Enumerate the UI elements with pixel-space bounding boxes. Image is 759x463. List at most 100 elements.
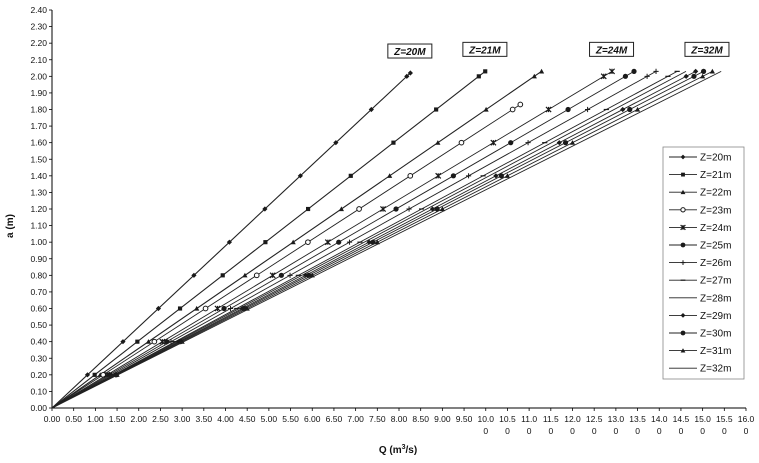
y-tick-label: 1.90 [30, 88, 47, 98]
x-tick-label: 12.5 [586, 414, 603, 424]
callout-box [684, 41, 730, 57]
point-marker [194, 305, 200, 311]
point-marker [680, 260, 686, 265]
point-marker [435, 172, 442, 179]
x-tick-label-cont: 0 [635, 426, 640, 436]
series-line [51, 70, 657, 409]
point-marker [504, 173, 511, 178]
x-axis-title-sup: 3 [402, 444, 406, 451]
point-marker [700, 73, 706, 79]
x-tick-label: 14.5 [673, 414, 690, 424]
point-marker [227, 305, 234, 312]
x-tick-label: 3.00 [174, 414, 191, 424]
y-tick-label: 0.40 [30, 337, 47, 347]
series-line [51, 70, 635, 409]
point-marker [545, 106, 552, 113]
legend-item: Z=26m [669, 258, 731, 269]
point-marker [191, 272, 197, 278]
y-tick-label: 0.90 [30, 254, 47, 264]
y-tick-label: 2.20 [30, 38, 47, 48]
point-marker [179, 339, 185, 344]
point-marker [434, 107, 439, 112]
point-marker [498, 173, 504, 179]
point-marker [600, 73, 607, 80]
legend-label: Z=31m [700, 346, 731, 357]
point-marker [155, 305, 162, 312]
x-tick-label: 6.00 [304, 414, 321, 424]
callout-label: Z=32M [684, 41, 730, 57]
point-marker [700, 68, 707, 74]
y-tick-label: 2.10 [30, 55, 47, 65]
series-line [51, 70, 713, 409]
point-marker [145, 339, 152, 344]
legend-label: Z=22m [700, 188, 731, 199]
point-marker [476, 74, 481, 79]
point-marker [387, 173, 393, 178]
point-marker [493, 173, 499, 179]
point-marker [407, 172, 414, 179]
y-tick-label: 2.40 [30, 5, 47, 15]
legend-item: Z=29m [669, 311, 731, 322]
series-z-20m [51, 70, 413, 409]
point-marker [681, 172, 685, 177]
series-line [51, 70, 542, 409]
point-marker [253, 272, 260, 279]
point-marker [465, 173, 472, 179]
point-marker [135, 339, 140, 344]
callout-text: Z=24M [595, 45, 628, 56]
series-z-29m [51, 68, 699, 409]
legend-item: Z=27m [669, 276, 731, 287]
callout-text: Z=20M [393, 47, 426, 58]
x-tick-label-cont: 0 [614, 426, 619, 436]
point-marker [608, 68, 616, 75]
point-marker [531, 73, 537, 79]
point-marker [287, 272, 293, 278]
series-line [51, 70, 704, 409]
x-tick-label: 6.50 [326, 414, 343, 424]
y-tick-label: 0.80 [30, 270, 47, 280]
y-tick-label: 1.30 [30, 187, 47, 197]
series-line [51, 70, 696, 409]
x-tick-label: 9.50 [456, 414, 473, 424]
x-tick-label: 1.00 [87, 414, 104, 424]
y-axis-title: a (m) [5, 214, 16, 238]
point-marker [435, 140, 441, 145]
point-marker [368, 106, 374, 113]
x-tick-label: 8.50 [412, 414, 429, 424]
callout-label: Z=20M [387, 43, 433, 59]
y-tick-label: 0.10 [30, 386, 47, 396]
x-tick-label-cont: 0 [570, 426, 575, 436]
legend-item: Z=25m [669, 241, 731, 252]
x-tick-label: 16.0 [738, 414, 755, 424]
point-marker [84, 372, 91, 378]
point-marker [290, 239, 296, 245]
y-tick-label: 0.00 [30, 403, 47, 413]
x-tick-label: 11.0 [521, 414, 537, 424]
point-marker [391, 140, 396, 145]
x-tick-label: 1.50 [109, 414, 126, 424]
y-tick-label: 0.70 [30, 287, 47, 297]
point-marker [338, 206, 344, 212]
point-marker [483, 106, 489, 112]
point-marker [680, 242, 686, 248]
point-marker [214, 305, 221, 312]
legend-item: Z=32m [669, 364, 731, 375]
series-z-26m [51, 68, 659, 409]
legend-label: Z=20m [700, 153, 731, 164]
x-tick-label: 0.00 [44, 414, 61, 424]
y-tick-label: 1.00 [30, 237, 47, 247]
legend-item: Z=24m [669, 223, 731, 234]
point-marker [509, 106, 516, 113]
series-z-25m [51, 68, 637, 409]
series-z-27m [51, 70, 680, 409]
x-tick-label-cont: 0 [505, 426, 510, 436]
callout-box [589, 41, 635, 57]
x-tick-label: 8.00 [391, 414, 408, 424]
point-marker [680, 313, 686, 318]
legend-item: Z=21m [669, 170, 731, 181]
point-marker [324, 239, 331, 246]
point-marker [278, 272, 284, 278]
legend-label: Z=21m [700, 170, 731, 181]
